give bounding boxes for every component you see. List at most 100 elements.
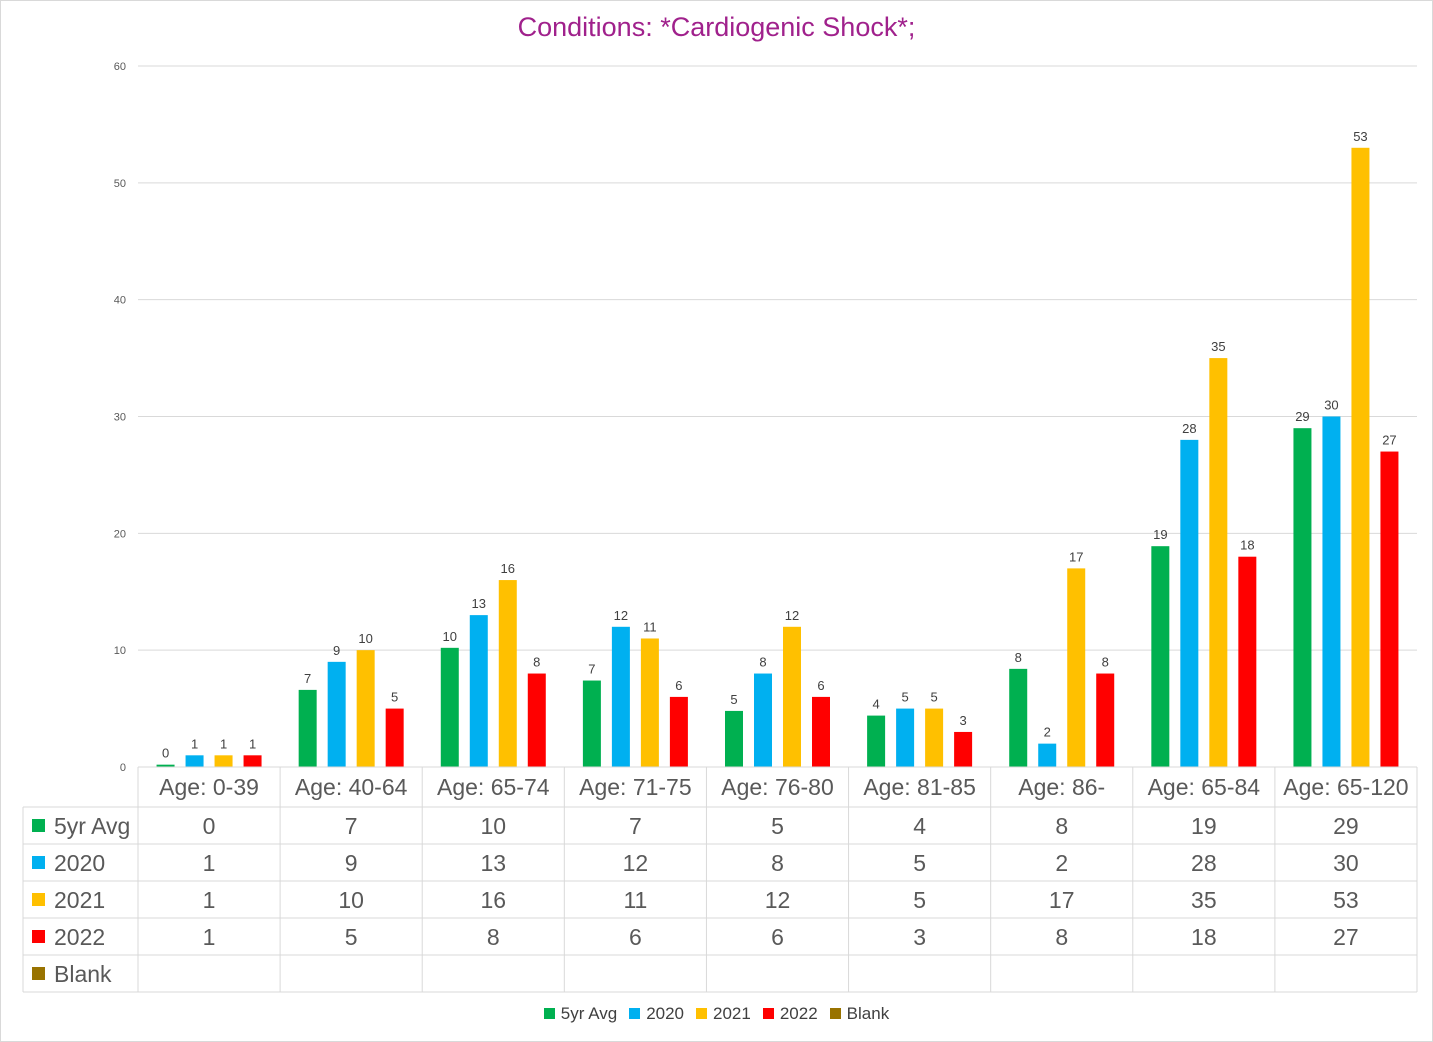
- category-label: Age: 81-85: [863, 774, 976, 800]
- table-cell: 6: [771, 924, 784, 950]
- table-cell: 7: [345, 813, 358, 839]
- bar-value-label: 12: [614, 608, 628, 623]
- table-cell: 8: [771, 850, 784, 876]
- legend-swatch: [829, 1008, 841, 1019]
- table-cell: 11: [623, 887, 647, 913]
- table-cell: 10: [338, 887, 364, 913]
- bar: [1151, 546, 1170, 767]
- bar-value-label: 28: [1182, 421, 1196, 436]
- table-cell: 2: [1055, 850, 1068, 876]
- legend-item: 2020: [629, 1004, 684, 1024]
- table-cell: 16: [480, 887, 506, 913]
- bar-value-label: 9: [333, 643, 340, 658]
- table-cell: 12: [765, 887, 791, 913]
- table-cell: 18: [1191, 924, 1217, 950]
- bar: [1351, 147, 1370, 768]
- bar-value-label: 2: [1044, 725, 1051, 740]
- bar: [925, 708, 944, 767]
- table-cell: 7: [629, 813, 642, 839]
- bar-value-label: 12: [785, 608, 799, 623]
- table-cell: 0: [203, 813, 216, 839]
- bar-value-label: 10: [443, 629, 457, 644]
- bar: [1096, 673, 1115, 767]
- table-cell: 12: [623, 850, 649, 876]
- bar-value-label: 8: [1102, 655, 1109, 670]
- table-cell: 27: [1333, 924, 1359, 950]
- legend-swatch: [543, 1008, 555, 1019]
- table-cell: 19: [1191, 813, 1217, 839]
- bar: [385, 708, 404, 767]
- table-series-swatch: [32, 856, 45, 869]
- legend-label: 2020: [646, 1004, 685, 1023]
- bar: [156, 764, 175, 767]
- bar-value-label: 4: [872, 697, 879, 712]
- bar-value-label: 10: [358, 631, 372, 646]
- table-series-swatch: [32, 930, 45, 943]
- bar-value-label: 35: [1211, 339, 1225, 354]
- bar: [327, 661, 346, 767]
- legend-label: 2021: [713, 1004, 751, 1023]
- table-cell: 13: [480, 850, 506, 876]
- legend-swatch: [696, 1008, 708, 1019]
- bar-value-label: 7: [304, 671, 311, 686]
- legend-swatch: [762, 1008, 774, 1019]
- category-label: Age: 86-: [1018, 774, 1105, 800]
- bar-value-label: 5: [730, 692, 737, 707]
- bar: [1009, 668, 1028, 767]
- bar-value-label: 1: [249, 736, 256, 751]
- bar: [440, 647, 459, 767]
- bar: [783, 626, 801, 767]
- bar-value-label: 8: [1015, 650, 1022, 665]
- table-series-name: 5yr Avg: [54, 813, 130, 839]
- chart-title: Conditions: *Cardiogenic Shock*;: [517, 12, 916, 42]
- bar: [867, 715, 886, 767]
- bar-value-label: 1: [191, 736, 198, 751]
- bar-value-label: 17: [1069, 549, 1083, 564]
- bar-value-label: 19: [1153, 527, 1167, 542]
- category-label: Age: 76-80: [721, 774, 834, 800]
- table-series-swatch: [32, 967, 45, 980]
- bar-value-label: 18: [1240, 538, 1254, 553]
- table-series-name: 2020: [54, 850, 105, 876]
- category-label: Age: 0-39: [159, 774, 259, 800]
- y-tick-label: 0: [120, 762, 126, 774]
- bar-value-label: 11: [643, 619, 657, 634]
- table-cell: 1: [203, 850, 216, 876]
- bar-value-label: 8: [533, 655, 540, 670]
- legend-label: 5yr Avg: [560, 1004, 618, 1023]
- table-cell: 3: [913, 924, 926, 950]
- bar-value-label: 6: [675, 678, 682, 693]
- bar: [214, 755, 233, 767]
- bar-value-label: 8: [759, 655, 766, 670]
- bar: [298, 689, 317, 767]
- table-series-name: Blank: [54, 961, 112, 987]
- table-cell: 8: [1055, 813, 1068, 839]
- bar-value-label: 27: [1382, 433, 1396, 448]
- legend-label: Blank: [846, 1004, 890, 1023]
- table-series-name: 2022: [54, 924, 105, 950]
- bar-value-label: 16: [501, 561, 515, 576]
- y-tick-label: 30: [114, 412, 126, 424]
- table-cell: 1: [203, 924, 216, 950]
- bar: [356, 650, 375, 767]
- table-cell: 8: [1055, 924, 1068, 950]
- table-cell: 8: [487, 924, 500, 950]
- table-cell: 30: [1333, 850, 1359, 876]
- bar: [1293, 428, 1312, 767]
- bar-value-label: 7: [588, 662, 595, 677]
- category-label: Age: 40-64: [295, 774, 408, 800]
- table-cell: 4: [913, 813, 926, 839]
- bar-value-label: 6: [817, 678, 824, 693]
- table-cell: 17: [1049, 887, 1075, 913]
- legend-item: 2021: [696, 1004, 751, 1024]
- category-label: Age: 65-74: [437, 774, 550, 800]
- bar-value-label: 5: [391, 690, 398, 705]
- table-cell: 28: [1191, 850, 1217, 876]
- bar: [1180, 439, 1199, 767]
- category-label: Age: 65-84: [1148, 774, 1261, 800]
- bar-value-label: 0: [162, 746, 169, 761]
- bar: [640, 638, 659, 767]
- bar: [527, 673, 546, 767]
- chart-legend: 5yr Avg 2020 2021 2022 Blank: [0, 1004, 1433, 1024]
